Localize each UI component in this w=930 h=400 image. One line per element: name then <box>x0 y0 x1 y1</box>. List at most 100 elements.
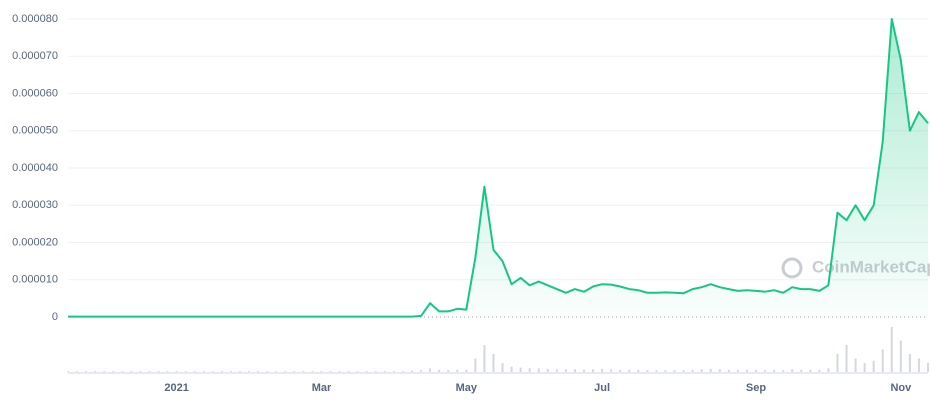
x-tick-label: Nov <box>890 382 912 394</box>
volume-bar <box>302 371 305 372</box>
volume-bar <box>890 327 893 372</box>
volume-bar <box>818 369 821 372</box>
volume-bar <box>401 371 404 372</box>
volume-bar <box>927 363 929 372</box>
volume-bar <box>709 368 712 372</box>
volume-bar <box>736 369 739 372</box>
volume-bar <box>157 371 160 372</box>
volume-bar <box>619 369 622 372</box>
volume-bar <box>112 371 115 372</box>
watermark-logo <box>781 257 803 279</box>
y-tick-label: 0.000060 <box>12 87 58 99</box>
volume-bar <box>827 368 830 372</box>
volume-bar <box>755 369 757 372</box>
volume-bar <box>773 369 776 372</box>
volume-bar <box>854 358 857 372</box>
x-tick-label: Sep <box>746 382 766 394</box>
price-area <box>68 19 928 317</box>
volume-bar <box>311 371 314 372</box>
volume-bar <box>275 371 278 372</box>
volume-bar <box>166 371 169 372</box>
volume-bar <box>447 370 450 372</box>
volume-bar <box>700 369 703 372</box>
volume-bar <box>745 369 748 372</box>
volume-bar <box>76 371 79 372</box>
y-tick-label: 0.000070 <box>12 50 58 62</box>
volume-bar <box>492 354 495 372</box>
volume-bar <box>239 371 241 372</box>
volume-bar <box>202 371 205 372</box>
volume-bar <box>628 369 631 372</box>
volume-bar <box>510 366 513 372</box>
volume-bar <box>175 371 178 372</box>
volume-bar <box>863 363 866 372</box>
volume-bar <box>872 360 875 372</box>
volume-bar <box>592 369 595 372</box>
y-tick-label: 0.000050 <box>12 125 58 137</box>
volume-bar <box>555 369 558 372</box>
volume-bar <box>673 370 676 372</box>
y-tick-label: 0.000020 <box>12 236 58 248</box>
x-tick-label: May <box>456 382 478 394</box>
volume-bar <box>528 368 531 372</box>
volume-bar <box>284 371 287 372</box>
volume-bar <box>682 370 685 372</box>
volume-bar <box>601 368 604 372</box>
volume-bar <box>374 371 377 372</box>
volume-bar <box>800 369 803 372</box>
volume-bar <box>899 340 902 372</box>
volume-bar <box>791 369 794 372</box>
x-tick-label: Mar <box>312 382 332 394</box>
volume-bar <box>139 371 142 372</box>
x-tick-label: Jul <box>594 382 610 394</box>
volume-bar <box>881 349 884 372</box>
volume-bar <box>193 371 196 372</box>
volume-bar <box>220 371 223 372</box>
volume-bar <box>130 371 133 372</box>
volume-bar <box>809 369 812 372</box>
volume-bar <box>917 358 920 372</box>
volume-bar <box>583 369 585 372</box>
volume-bar <box>646 370 649 372</box>
volume-bar <box>564 369 567 372</box>
volume-bar <box>456 369 459 372</box>
volume-bar <box>537 368 540 372</box>
volume-bar <box>347 371 350 372</box>
volume-bar <box>474 358 477 372</box>
volume-bar <box>356 371 359 372</box>
volume-bar <box>465 369 468 372</box>
volume-bar <box>727 369 730 372</box>
volume-bar <box>483 345 486 372</box>
y-tick-label: 0.000040 <box>12 162 58 174</box>
volume-bar <box>664 370 667 372</box>
y-tick-label: 0 <box>52 311 58 323</box>
volume-bar <box>383 371 386 372</box>
volume-bar <box>293 371 296 372</box>
volume-bar <box>845 345 848 372</box>
volume-bar <box>655 370 658 372</box>
volume-bar <box>429 368 432 372</box>
volume-bar <box>257 371 260 372</box>
y-tick-label: 0.000080 <box>12 13 58 25</box>
volume-bar <box>519 367 522 372</box>
volume-bar <box>320 371 323 372</box>
volume-bar <box>184 371 187 372</box>
volume-bar <box>836 354 839 372</box>
volume-bar <box>211 371 214 372</box>
volume-bar <box>691 369 694 372</box>
volume-bar <box>94 371 97 372</box>
volume-bar <box>501 363 504 372</box>
volume-bar <box>610 369 613 372</box>
volume-bar <box>411 370 413 372</box>
volume-bar <box>103 371 106 372</box>
volume-bar <box>365 371 368 372</box>
volume-bar <box>438 369 441 372</box>
volume-bar <box>148 371 151 372</box>
volume-bar <box>782 370 785 372</box>
price-line <box>68 18 929 318</box>
y-tick-label: 0.000030 <box>12 199 58 211</box>
volume-bar <box>266 371 269 372</box>
volume-bar <box>546 368 549 372</box>
volume-bar <box>573 369 576 372</box>
volume-bar <box>908 354 911 372</box>
